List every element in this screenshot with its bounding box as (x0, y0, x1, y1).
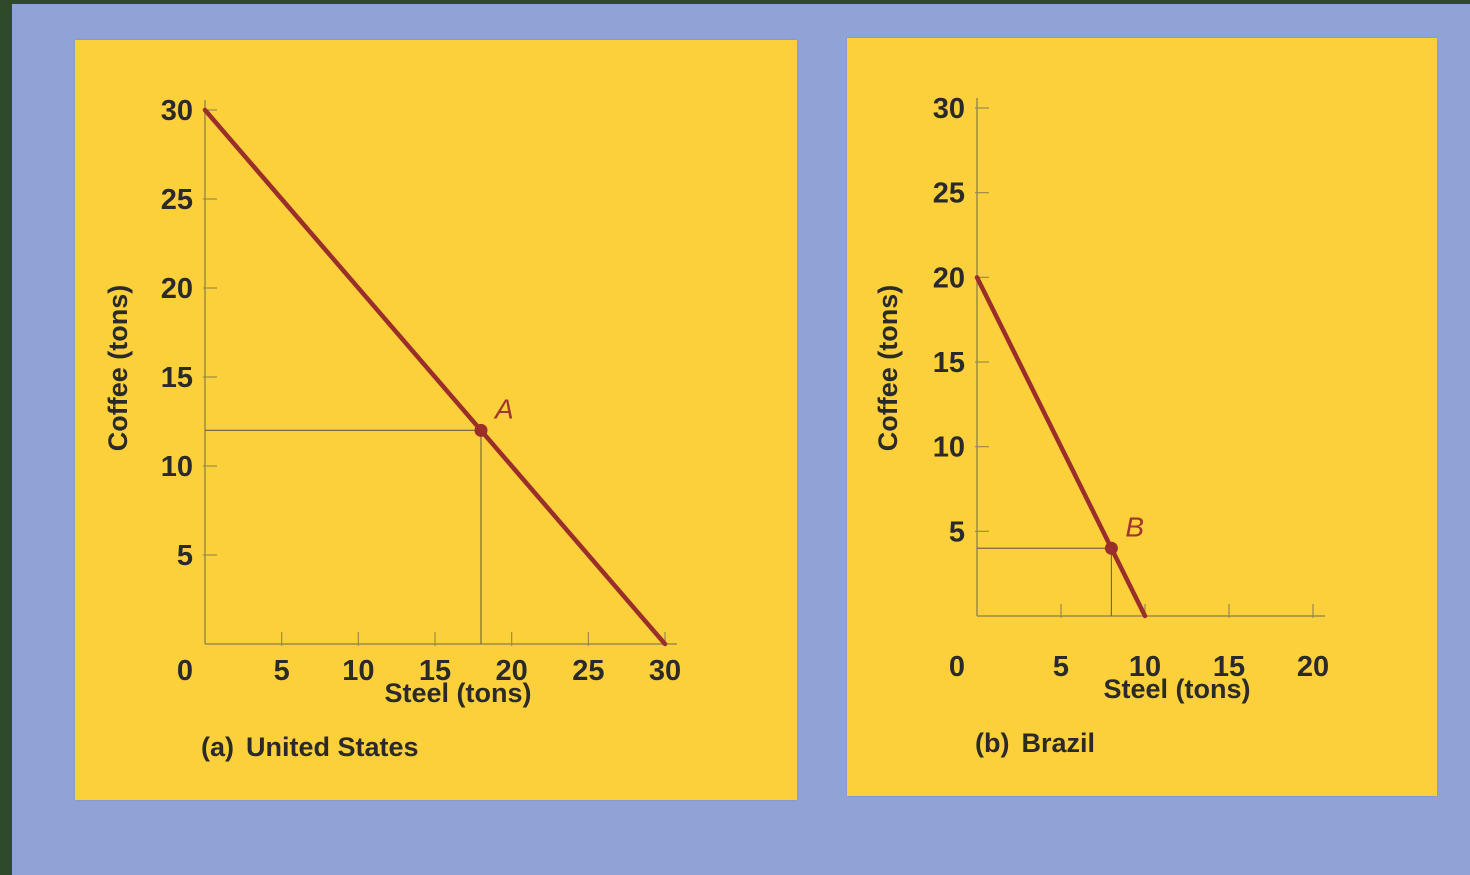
x-tick-label: 25 (572, 655, 604, 687)
x-tick-label: 20 (1297, 651, 1329, 683)
y-tick-label: 5 (949, 516, 965, 548)
figure-background: 5 10 15 20 25 30 0 5 10 15 20 25 30 Coffee (tons) Stee… (12, 4, 1470, 875)
x-tick-label: 15 (419, 655, 451, 687)
x-tick-label: 10 (1129, 651, 1161, 683)
x-tick-label: 20 (496, 655, 528, 687)
chart-brazil: 5 10 15 20 25 30 0 5 10 15 20 Coffee (tons) Steel (t… (873, 93, 1329, 758)
point-label: A (493, 393, 514, 424)
caption-name: Brazil (1021, 728, 1095, 758)
x-tick-label: 30 (649, 655, 681, 687)
caption-tag: (b) (975, 728, 1009, 758)
x-tick-label: 10 (342, 655, 374, 687)
y-tick-label: 5 (177, 540, 193, 572)
y-tick-label: 25 (161, 184, 193, 216)
y-tick-label: 10 (933, 432, 965, 464)
y-tick-label: 10 (161, 451, 193, 483)
ppf-line (202, 107, 668, 647)
x-tick-label: 5 (274, 655, 290, 687)
x-axis-title: Steel (tons) (1103, 674, 1250, 704)
x-tick-label: 0 (177, 655, 193, 687)
chart-us: 5 10 15 20 25 30 0 5 10 15 20 25 30 Coffee (tons) Stee… (103, 95, 681, 762)
caption-tag: (a) (201, 732, 234, 762)
x-tick-label: 15 (1213, 651, 1245, 683)
chart-caption: (a) United States (201, 732, 419, 762)
y-tick-label: 20 (933, 262, 965, 294)
y-tick-label: 25 (933, 178, 965, 210)
x-tick-label: 5 (1053, 651, 1069, 683)
x-tick-label: 0 (949, 651, 965, 683)
y-tick-label: 20 (161, 273, 193, 305)
caption-name: United States (246, 732, 419, 762)
chart-panel-brazil: 5 10 15 20 25 30 0 5 10 15 20 Coffee (tons) Steel (t… (847, 38, 1437, 796)
x-axis-title: Steel (tons) (384, 678, 531, 708)
y-tick-label: 15 (933, 347, 965, 379)
point-marker (474, 423, 488, 437)
y-axis-title: Coffee (tons) (103, 285, 133, 451)
chart-panel-us: 5 10 15 20 25 30 0 5 10 15 20 25 30 Coffee (tons) Stee… (75, 40, 797, 800)
point-marker (1104, 541, 1118, 555)
y-axis-title: Coffee (tons) (873, 285, 903, 451)
y-tick-label: 30 (933, 93, 965, 125)
chart-caption: (b) Brazil (975, 728, 1095, 758)
point-label: B (1125, 511, 1144, 542)
y-tick-label: 30 (161, 95, 193, 127)
ppf-line (974, 275, 1148, 619)
y-tick-label: 15 (161, 362, 193, 394)
